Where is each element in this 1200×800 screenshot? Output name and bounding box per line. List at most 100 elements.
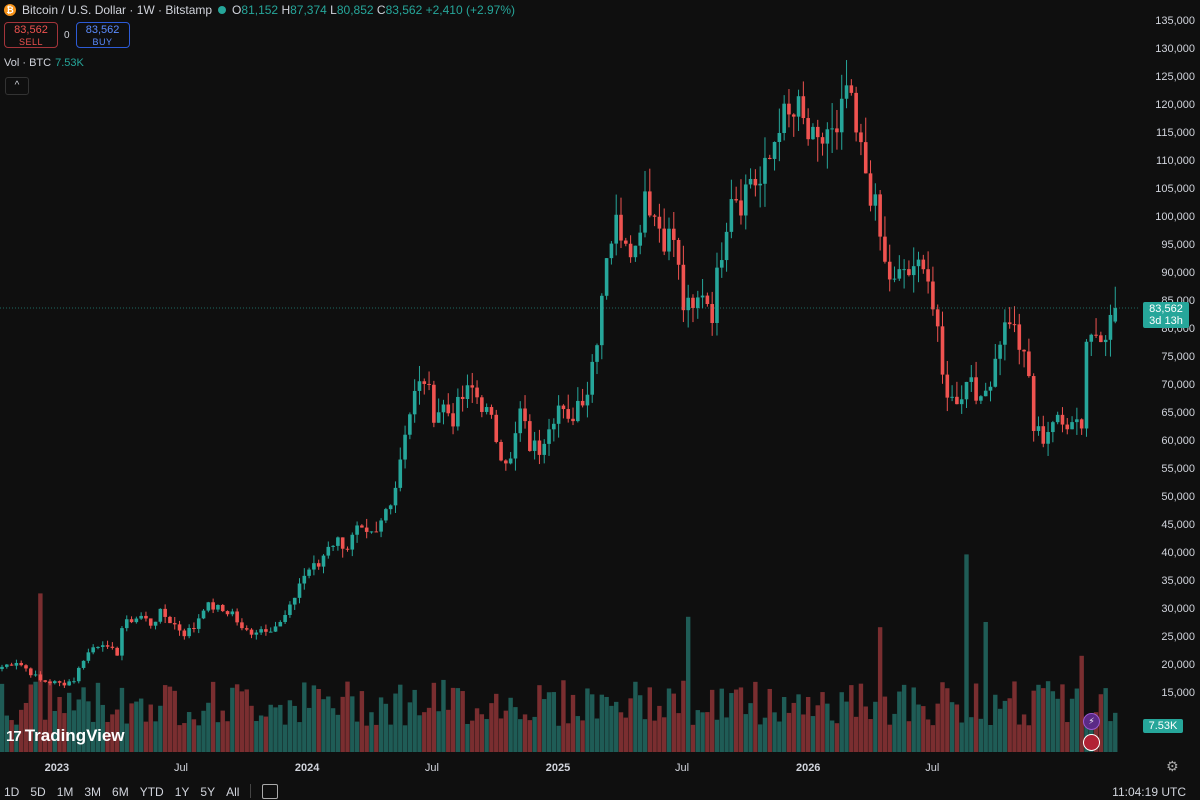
range-5d[interactable]: 5D <box>30 785 46 799</box>
volume-bar <box>278 704 283 752</box>
candle <box>148 618 153 629</box>
candle <box>801 81 806 125</box>
volume-bar <box>196 725 201 752</box>
lightning-icon[interactable]: ⚡ <box>1083 713 1100 730</box>
volume-bar <box>882 696 888 752</box>
volume-bar <box>614 701 619 752</box>
candle <box>528 414 532 452</box>
volume-bar <box>18 709 24 752</box>
volume-bar <box>897 691 902 752</box>
volume-bar <box>364 725 369 752</box>
candle <box>86 648 91 664</box>
range-1y[interactable]: 1Y <box>174 785 190 799</box>
divider <box>250 784 251 798</box>
candle <box>1012 306 1017 333</box>
candle <box>576 387 580 423</box>
volume-bar <box>42 719 48 752</box>
range-3m[interactable]: 3M <box>84 785 102 799</box>
candle <box>878 190 882 251</box>
range-1m[interactable]: 1M <box>56 785 74 799</box>
volume-bar <box>297 722 302 752</box>
candle <box>734 186 738 203</box>
y-tick-label: 125,000 <box>1155 71 1195 83</box>
ohlc-values: O81,152 H87,374 L80,852 C83,562 +2,410 (… <box>232 3 516 17</box>
volume-bar <box>388 724 393 752</box>
candle <box>931 266 935 316</box>
symbol-legend[interactable]: ₿ Bitcoin / U.S. Dollar · 1W · Bitstamp … <box>4 2 515 18</box>
candle <box>168 615 172 624</box>
volume-bar <box>791 702 796 752</box>
us-flag-icon[interactable] <box>1083 734 1100 751</box>
candle <box>100 641 105 652</box>
volume-bar <box>973 683 979 752</box>
y-tick-label: 110,000 <box>1156 155 1195 167</box>
chevron-up-icon[interactable]: ^ <box>5 77 29 95</box>
volume-bar <box>993 694 998 752</box>
volume-bar <box>940 682 945 752</box>
candle <box>201 608 206 620</box>
volume-bar <box>844 701 849 752</box>
volume-bar <box>796 694 801 752</box>
volume-bar <box>398 684 403 752</box>
candle <box>729 179 734 239</box>
volume-bar <box>647 687 652 752</box>
tradingview-logo[interactable]: 17 TradingView <box>6 726 125 745</box>
candle <box>796 89 801 131</box>
candle <box>225 610 230 617</box>
sell-button[interactable]: 83,562 SELL <box>4 22 58 48</box>
volume-bar <box>1007 698 1012 752</box>
volume-bar <box>177 725 182 752</box>
candle <box>552 418 556 442</box>
utc-clock[interactable]: 11:04:19 UTC <box>1112 785 1186 799</box>
candle <box>355 521 359 543</box>
volume-bar <box>753 681 758 752</box>
candle <box>52 680 57 685</box>
volume-bar <box>378 697 384 752</box>
y-tick-label: 40,000 <box>1161 547 1195 559</box>
candle <box>350 532 355 557</box>
range-all[interactable]: All <box>226 785 240 799</box>
volume-bar <box>292 705 297 752</box>
candle <box>105 640 110 649</box>
volume-bar <box>426 707 432 752</box>
candle <box>1027 338 1031 378</box>
candle <box>1084 339 1089 437</box>
volume-bar <box>892 713 897 752</box>
volume-bar <box>642 719 648 752</box>
volume-bar <box>743 714 748 752</box>
volume-bar <box>316 688 321 752</box>
candle <box>321 554 326 574</box>
volume-bar <box>124 723 129 752</box>
candle <box>787 89 791 128</box>
candle <box>652 213 657 227</box>
volume-bar <box>412 689 417 752</box>
candle <box>561 404 566 419</box>
candle <box>753 169 758 197</box>
candle <box>1089 333 1094 357</box>
range-ytd[interactable]: YTD <box>139 785 164 799</box>
candle <box>643 170 647 238</box>
candle <box>638 224 643 255</box>
candle <box>614 194 619 256</box>
calendar-goto-icon[interactable] <box>262 784 278 799</box>
buy-button[interactable]: 83,562 BUY <box>75 22 130 48</box>
volume-legend[interactable]: Vol · BTC 7.53K <box>4 57 84 69</box>
range-6m[interactable]: 6M <box>112 785 129 799</box>
volume-bar <box>66 692 72 752</box>
volume-bar <box>733 689 739 752</box>
volume-bar <box>1093 712 1099 752</box>
volume-bar <box>1113 712 1118 752</box>
volume-bar <box>868 719 873 752</box>
volume-bar <box>33 681 38 752</box>
range-5y[interactable]: 5Y <box>200 785 216 799</box>
volume-bar <box>925 719 931 752</box>
y-tick-label: 95,000 <box>1161 239 1195 251</box>
range-1d[interactable]: 1D <box>4 785 20 799</box>
volume-bar <box>901 684 907 752</box>
candle <box>964 381 969 409</box>
volume-bar <box>542 699 547 752</box>
gear-icon[interactable]: ⚙ <box>1166 758 1179 774</box>
volume-bar <box>225 721 230 752</box>
candle <box>264 624 268 636</box>
